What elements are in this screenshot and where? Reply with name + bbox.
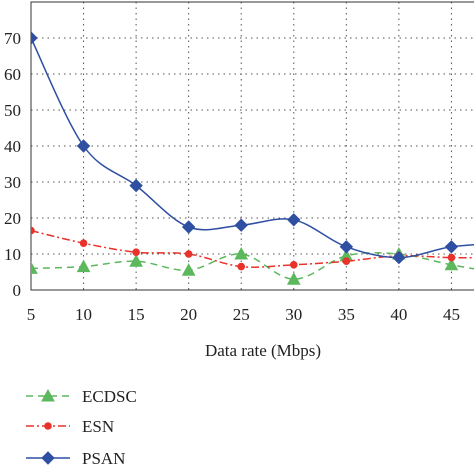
y-tick-label: 20 (4, 209, 21, 228)
data-point-psan (129, 178, 143, 193)
legend-label-ecdsc: ECDSC (82, 387, 137, 406)
data-point-psan (31, 31, 38, 45)
data-point-esn (237, 262, 246, 271)
series-line-esn (31, 229, 474, 268)
data-point-esn (447, 253, 456, 262)
legend: ECDSC ESN PSAN (26, 387, 137, 468)
x-axis-title: Data rate (Mbps) (205, 341, 321, 360)
data-point-esn (79, 239, 88, 247)
x-tick-label: 10 (75, 305, 92, 324)
data-point-psan (234, 218, 248, 232)
data-point-esn (31, 226, 35, 235)
data-point-ecdsc (76, 259, 91, 273)
legend-marker-psan (41, 451, 55, 465)
x-tick-label: 5 (27, 305, 36, 324)
series-psan (31, 31, 474, 265)
y-tick-label: 0 (13, 281, 22, 300)
x-tick-label: 25 (233, 305, 250, 324)
y-tick-label: 40 (4, 137, 21, 156)
data-point-ecdsc (31, 261, 38, 274)
grid-lines (31, 2, 474, 290)
y-tick-label: 70 (4, 29, 21, 48)
x-tick-labels: 5 10 15 20 25 30 35 40 45 (27, 305, 460, 324)
x-tick-label: 35 (338, 305, 355, 324)
data-point-esn (342, 257, 351, 266)
legend-label-psan: PSAN (82, 449, 125, 468)
legend-marker-ecdsc (41, 388, 55, 402)
data-point-psan (287, 213, 301, 227)
data-point-ecdsc (286, 272, 301, 285)
x-tick-label: 20 (180, 305, 197, 324)
series-esn (31, 226, 474, 271)
data-point-ecdsc (444, 257, 459, 271)
y-tick-label: 30 (4, 173, 21, 192)
y-tick-label: 50 (4, 101, 21, 120)
y-tick-labels: 0 10 20 30 40 50 60 70 (4, 29, 21, 300)
legend-marker-esn (44, 422, 52, 430)
x-tick-label: 45 (443, 305, 460, 324)
data-point-psan (181, 220, 196, 234)
data-point-psan (76, 139, 91, 153)
x-tick-label: 40 (390, 305, 407, 324)
x-tick-label: 15 (128, 305, 145, 324)
y-tick-label: 10 (4, 245, 21, 264)
data-point-ecdsc (181, 263, 196, 276)
data-point-psan (444, 240, 459, 254)
data-point-ecdsc (129, 254, 143, 267)
series-layer (31, 31, 474, 285)
plot-frame (30, 1, 474, 291)
data-point-ecdsc (234, 246, 249, 260)
series-ecdsc (31, 246, 474, 285)
x-tick-label: 30 (285, 305, 302, 324)
data-point-esn (289, 261, 298, 269)
data-point-esn (184, 250, 193, 258)
data-point-psan (392, 250, 406, 265)
y-tick-label: 60 (4, 65, 21, 84)
data-point-esn (132, 248, 140, 256)
legend-label-esn: ESN (82, 417, 114, 436)
series-line-psan (31, 37, 474, 259)
data-point-psan (339, 240, 354, 254)
